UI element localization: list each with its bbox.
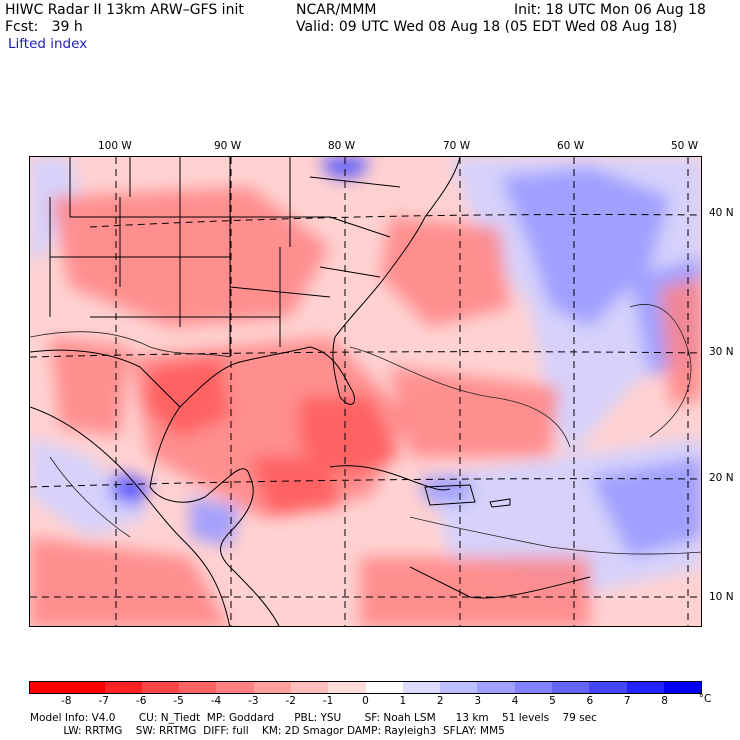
colorbar-segment <box>253 682 291 693</box>
mexico-stable-core <box>110 472 150 507</box>
colorbar-tick-label: 2 <box>436 695 444 707</box>
lon-label-50w: 50 W <box>671 140 699 152</box>
colorbar-segment <box>663 682 702 693</box>
colorbar-tick-label: -5 <box>173 695 184 707</box>
colorbar-tick-label: 8 <box>661 695 668 707</box>
atlantic-coast-unstable <box>380 217 510 327</box>
colorbar-segment <box>477 682 515 693</box>
colorbar-segment <box>402 682 441 693</box>
mexico-unstable <box>50 337 130 437</box>
model-info-line1: Model Info: V4.0 CU: N_Tiedt MP: Goddard… <box>30 712 597 724</box>
forecast-hour: Fcst: 39 h <box>5 19 83 35</box>
colorbar <box>29 681 702 694</box>
great-lakes-stable <box>320 157 370 177</box>
lat-lon-grid <box>30 157 701 626</box>
coastlines-and-borders <box>30 157 591 626</box>
bahamas-unstable <box>390 367 560 457</box>
model-info-line2: LW: RRTMG SW: RRTMG DIFF: full KM: 2D Sm… <box>30 725 505 737</box>
colorbar-segment <box>67 682 105 693</box>
colorbar-segment <box>626 682 664 693</box>
colorbar-labels: -8 -7 -6 -5 -4 -3 -2 -1 0 1 2 3 4 5 6 7 8 °C <box>29 693 719 709</box>
caribbean-blue-band <box>590 457 701 557</box>
init-time: Init: 18 UTC Mon 06 Aug 18 <box>514 2 706 18</box>
valid-time: Valid: 09 UTC Wed 08 Aug 18 (05 EDT Wed … <box>296 19 678 35</box>
lon-label-80w: 80 W <box>328 140 356 152</box>
org-label: NCAR/MMM <box>296 2 377 18</box>
lon-label-100w: 100 W <box>98 140 132 152</box>
south-caribbean-unstable <box>360 557 590 626</box>
colorbar-tick-label: -3 <box>248 695 259 707</box>
atlantic-stable-swirl <box>500 167 670 327</box>
colorbar-tick-label: -4 <box>210 695 222 707</box>
colorbar-tick-label: 5 <box>549 695 556 707</box>
colorbar-segment <box>551 682 590 693</box>
lon-label-70w: 70 W <box>443 140 471 152</box>
lon-label-90w: 90 W <box>214 140 242 152</box>
colorbar-tick-label: 4 <box>511 695 519 707</box>
lifted-index-map <box>29 156 702 627</box>
field-name: Lifted index <box>8 36 88 52</box>
colorbar-segment <box>440 682 478 693</box>
model-title: HIWC Radar II 13km ARW–GFS init <box>5 2 244 18</box>
lon-label-60w: 60 W <box>557 140 585 152</box>
colorbar-unit: °C <box>698 693 712 705</box>
colorbar-tick-label: 1 <box>399 695 407 707</box>
colorbar-segment <box>141 682 180 693</box>
colorbar-segment <box>589 682 627 693</box>
colorbar-segment <box>104 682 142 693</box>
colorbar-tick-label: 0 <box>362 695 369 707</box>
lat-label-40n: 40 N <box>709 207 734 219</box>
colorbar-tick-label: 6 <box>586 695 594 707</box>
colorbar-segment <box>365 682 403 693</box>
colorbar-segment <box>216 682 254 693</box>
colorbar-tick-label: -7 <box>98 695 110 707</box>
colorbar-tick-label: -6 <box>135 695 147 707</box>
lat-label-30n: 30 N <box>709 346 734 358</box>
colorbar-tick-label: -8 <box>61 695 72 707</box>
colorbar-tick-label: 3 <box>474 695 481 707</box>
pacific-stable-region <box>30 437 150 537</box>
lat-label-10n: 10 N <box>709 591 734 603</box>
colorbar-segment <box>179 682 217 693</box>
colorbar-segment <box>290 682 329 693</box>
colorbar-segment <box>514 682 552 693</box>
east-pacific-unstable <box>30 537 229 626</box>
colorbar-tick-label: 7 <box>623 695 631 707</box>
texas-coast-unstable-core <box>145 357 230 437</box>
yucatan-unstable-core <box>250 457 340 517</box>
lat-label-20n: 20 N <box>709 472 734 484</box>
colorbar-tick-label: -2 <box>285 695 296 707</box>
colorbar-tick-label: -1 <box>322 695 334 707</box>
map-canvas <box>30 157 701 626</box>
colorbar-segment <box>30 682 68 693</box>
colorbar-segment <box>328 682 366 693</box>
lifted-index-contours <box>30 304 701 555</box>
